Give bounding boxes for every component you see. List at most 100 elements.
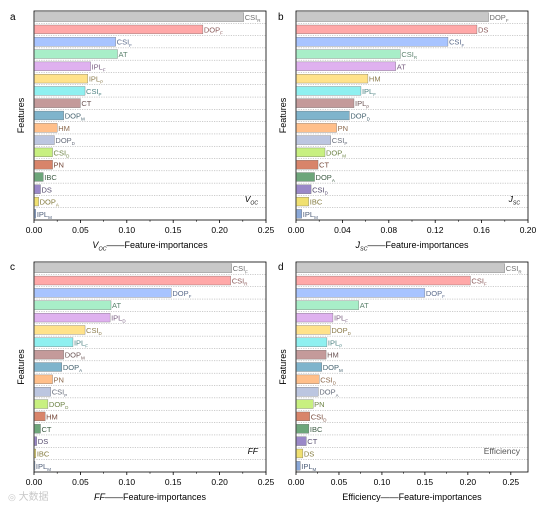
- x-tick-label: 0.20: [211, 477, 228, 487]
- x-tick-label: 0.15: [165, 225, 182, 235]
- bar-label: DOPF​: [172, 289, 191, 299]
- bar-label: AT: [360, 301, 369, 310]
- bar-label: DOPD​: [331, 326, 351, 336]
- watermark: ◎ 大数据: [8, 488, 49, 503]
- bar-label: IPLF​: [334, 314, 348, 324]
- bar-label: DOPM​: [323, 363, 343, 373]
- bar-label: HM: [46, 412, 58, 421]
- bar-label: CSIR​: [245, 13, 262, 23]
- bar: [34, 436, 37, 446]
- bar-label: CSIF​: [449, 38, 465, 48]
- bar: [34, 110, 64, 121]
- bar-label: DOPM​: [326, 148, 346, 158]
- bar: [34, 362, 62, 372]
- x-axis-label: VOC​——Feature-importances: [92, 240, 208, 253]
- bar-label: PN: [54, 161, 64, 170]
- bar: [34, 160, 53, 170]
- x-tick-label: 0.20: [460, 477, 477, 487]
- bar: [296, 436, 307, 446]
- bar-label: DOPF​: [490, 13, 509, 23]
- bar-label: PN: [54, 375, 64, 384]
- x-tick-label: 0.05: [72, 225, 89, 235]
- bar: [296, 123, 337, 133]
- bar: [34, 424, 41, 434]
- bar-label: IPLF​: [92, 62, 106, 72]
- bar: [34, 312, 111, 323]
- corner-label: Efficiency: [484, 446, 521, 456]
- bar: [34, 209, 37, 219]
- bar-label: IPLP​: [355, 99, 369, 109]
- bar: [34, 196, 39, 207]
- x-tick-label: 0.00: [288, 225, 305, 235]
- bar: [296, 399, 314, 409]
- x-tick-label: 0.10: [119, 477, 136, 487]
- bar-label: CSID​: [320, 375, 337, 385]
- x-tick-label: 0.10: [374, 477, 391, 487]
- corner-label: VOC​: [245, 194, 259, 206]
- bar: [34, 275, 231, 286]
- x-axis-label: Efficiency——Feature-importances: [342, 492, 482, 502]
- x-tick-label: 0.15: [417, 477, 434, 487]
- bar-label: DOPA​: [63, 363, 82, 373]
- bar-label: PN: [338, 124, 348, 133]
- corner-label: FF: [248, 446, 259, 456]
- bar-label: DOPD​: [350, 112, 370, 122]
- bar: [296, 147, 326, 157]
- x-tick-label: 0.05: [331, 477, 348, 487]
- bar-label: IPLD​: [111, 314, 126, 324]
- panel-letter: b: [278, 12, 284, 23]
- bar-label: AT: [397, 62, 406, 71]
- bar-label: AT: [119, 50, 128, 59]
- bar-label: CSID​: [311, 412, 328, 422]
- bar-label: DOPA​: [40, 198, 59, 208]
- bar: [296, 74, 369, 84]
- corner-label: JSC​: [508, 194, 521, 206]
- x-tick-label: 0.00: [288, 477, 305, 487]
- bar: [34, 350, 64, 360]
- chart-panel-c: c CSIF​ CSIR​ DOPF​ AT IPLD​ CSID​ IPLF​ DOPM​ DO…: [10, 261, 275, 502]
- bar: [296, 37, 449, 47]
- bar-label: DOPA​: [316, 173, 335, 183]
- bar: [34, 399, 49, 409]
- bar-label: IBC: [37, 449, 50, 458]
- bar: [34, 184, 41, 194]
- x-axis-label: FF——Feature-importances: [94, 492, 207, 502]
- bar: [34, 374, 53, 384]
- bar-label: DS: [41, 185, 51, 194]
- bar-label: IPLP​: [89, 75, 103, 85]
- x-tick-label: 0.25: [503, 477, 520, 487]
- bar-label: AT: [112, 301, 121, 310]
- bar-label: IPLM​: [37, 210, 52, 220]
- y-axis-label: Features: [16, 349, 26, 385]
- bar-label: IPLM​: [303, 210, 318, 220]
- bar-label: HM: [327, 351, 339, 360]
- bar: [296, 312, 334, 323]
- bar-label: IPLF​: [362, 87, 376, 97]
- bar: [34, 411, 46, 422]
- x-tick-label: 0.20: [211, 225, 228, 235]
- bar-label: CSID​: [312, 185, 329, 195]
- x-tick-label: 0.10: [119, 225, 136, 235]
- x-tick-label: 0.25: [258, 477, 275, 487]
- bar-label: DOPF​: [426, 289, 445, 299]
- bar: [34, 461, 36, 471]
- bar-label: CSIR​: [506, 264, 523, 274]
- bar: [34, 74, 88, 84]
- bar: [296, 263, 505, 273]
- bar: [34, 448, 37, 459]
- bar: [296, 350, 327, 360]
- bar-label: CSIP​: [52, 388, 68, 398]
- bar: [296, 196, 309, 207]
- plot-frame: [295, 261, 529, 473]
- bar: [296, 160, 319, 170]
- x-tick-label: 0.12: [427, 225, 444, 235]
- bar: [296, 374, 320, 384]
- bar-label: CT: [319, 161, 329, 170]
- bar: [296, 300, 359, 310]
- x-tick-label: 0.00: [26, 477, 43, 487]
- bar-label: IPLP​: [328, 338, 342, 348]
- bar: [296, 98, 355, 108]
- bar: [34, 12, 244, 22]
- bar-label: HM: [369, 75, 381, 84]
